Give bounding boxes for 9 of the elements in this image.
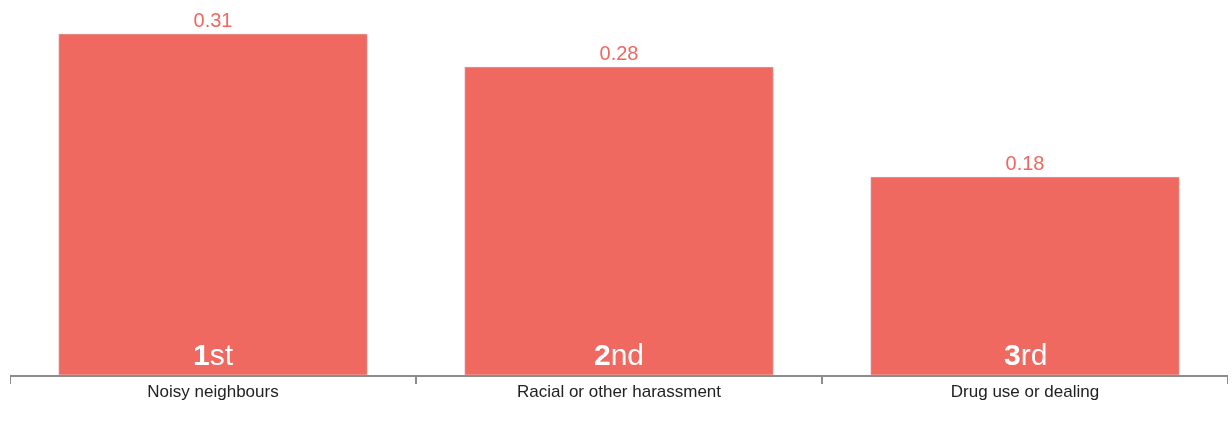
data-label: 0.18 <box>1005 151 1045 174</box>
annotation: 2nd <box>594 338 645 371</box>
data-label: 0.31 <box>193 8 233 31</box>
annotation: 3rd <box>1004 338 1048 371</box>
data-label: 0.28 <box>599 41 639 64</box>
x-tick-label: Noisy neighbours <box>147 382 279 402</box>
annotation: 1st <box>193 338 234 371</box>
x-tick-label: Drug use or dealing <box>950 382 1100 402</box>
x-tick-label: Racial or other harassment <box>516 382 722 402</box>
